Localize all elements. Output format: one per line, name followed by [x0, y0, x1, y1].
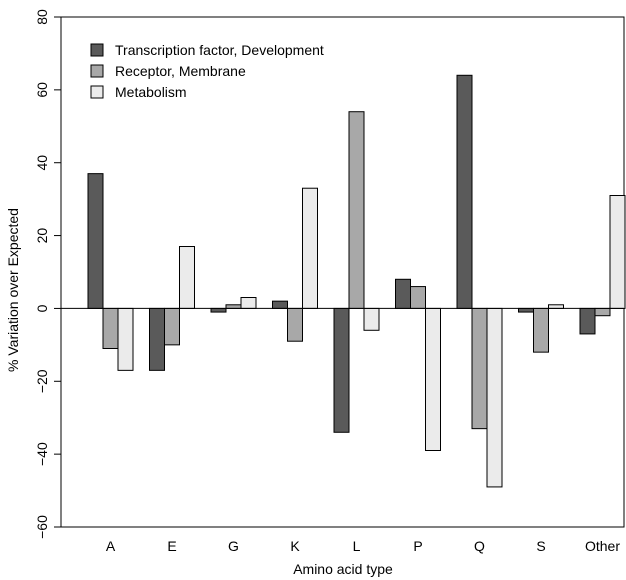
bar-k-series-2 [287, 307, 303, 342]
legend-label-2: Receptor, Membrane [115, 63, 246, 79]
bar-k-series-3 [302, 187, 318, 309]
y-tick-label: −40 [34, 442, 50, 466]
x-tick-label: Other [585, 538, 620, 554]
bar-other-series-2 [594, 307, 611, 317]
bar-other-series-3 [609, 195, 626, 309]
x-tick-label: L [353, 538, 361, 554]
x-tick-label: G [228, 538, 239, 554]
bar-l-series-2 [348, 111, 365, 309]
bar-s-series-2 [533, 307, 549, 353]
bar-s-series-3 [548, 304, 564, 309]
bar-s-series-1 [518, 307, 534, 313]
bar-a-series-1 [87, 173, 104, 309]
y-tick-label: −20 [34, 369, 50, 393]
legend-swatch-2 [90, 64, 104, 78]
bar-l-series-3 [363, 307, 380, 331]
legend-label-1: Transcription factor, Development [115, 42, 324, 58]
bar-q-series-3 [486, 307, 503, 488]
bar-other-series-1 [579, 307, 596, 335]
y-axis-title: % Variation over Expected [5, 208, 21, 372]
y-tick-label: 20 [34, 228, 50, 244]
bar-p-series-1 [395, 278, 411, 309]
bar-q-series-2 [471, 307, 488, 430]
bar-p-series-2 [410, 286, 426, 309]
bar-e-series-2 [164, 307, 180, 346]
bar-g-series-3 [240, 297, 257, 309]
legend: Transcription factor, Development Recepto… [90, 42, 324, 100]
bars [87, 74, 626, 488]
bar-a-series-3 [117, 307, 134, 371]
x-tick-label: P [413, 538, 422, 554]
y-tick-label: 60 [34, 82, 50, 98]
bar-l-series-1 [333, 307, 350, 433]
x-tick-label: K [290, 538, 300, 554]
bar-k-series-1 [272, 300, 288, 309]
bar-p-series-3 [425, 307, 441, 451]
x-axis: A E G K L P Q S Other [106, 538, 621, 554]
y-tick-label: 80 [34, 9, 50, 25]
bar-e-series-1 [149, 307, 165, 371]
bar-q-series-1 [456, 74, 473, 309]
y-tick-label: 0 [34, 304, 50, 312]
x-tick-label: E [167, 538, 176, 554]
y-axis: −60 −40 −20 0 20 40 60 80 [34, 9, 61, 539]
legend-swatch-1 [90, 43, 104, 57]
x-tick-label: S [536, 538, 545, 554]
bar-g-series-2 [225, 304, 242, 309]
bar-g-series-1 [210, 307, 227, 313]
bar-e-series-3 [179, 246, 195, 309]
x-tick-label: A [106, 538, 116, 554]
legend-swatch-3 [90, 85, 104, 99]
x-tick-label: Q [474, 538, 485, 554]
y-tick-label: −60 [34, 515, 50, 539]
legend-label-3: Metabolism [115, 84, 187, 100]
bar-a-series-2 [102, 307, 119, 349]
y-tick-label: 40 [34, 155, 50, 171]
x-axis-title: Amino acid type [293, 561, 393, 577]
